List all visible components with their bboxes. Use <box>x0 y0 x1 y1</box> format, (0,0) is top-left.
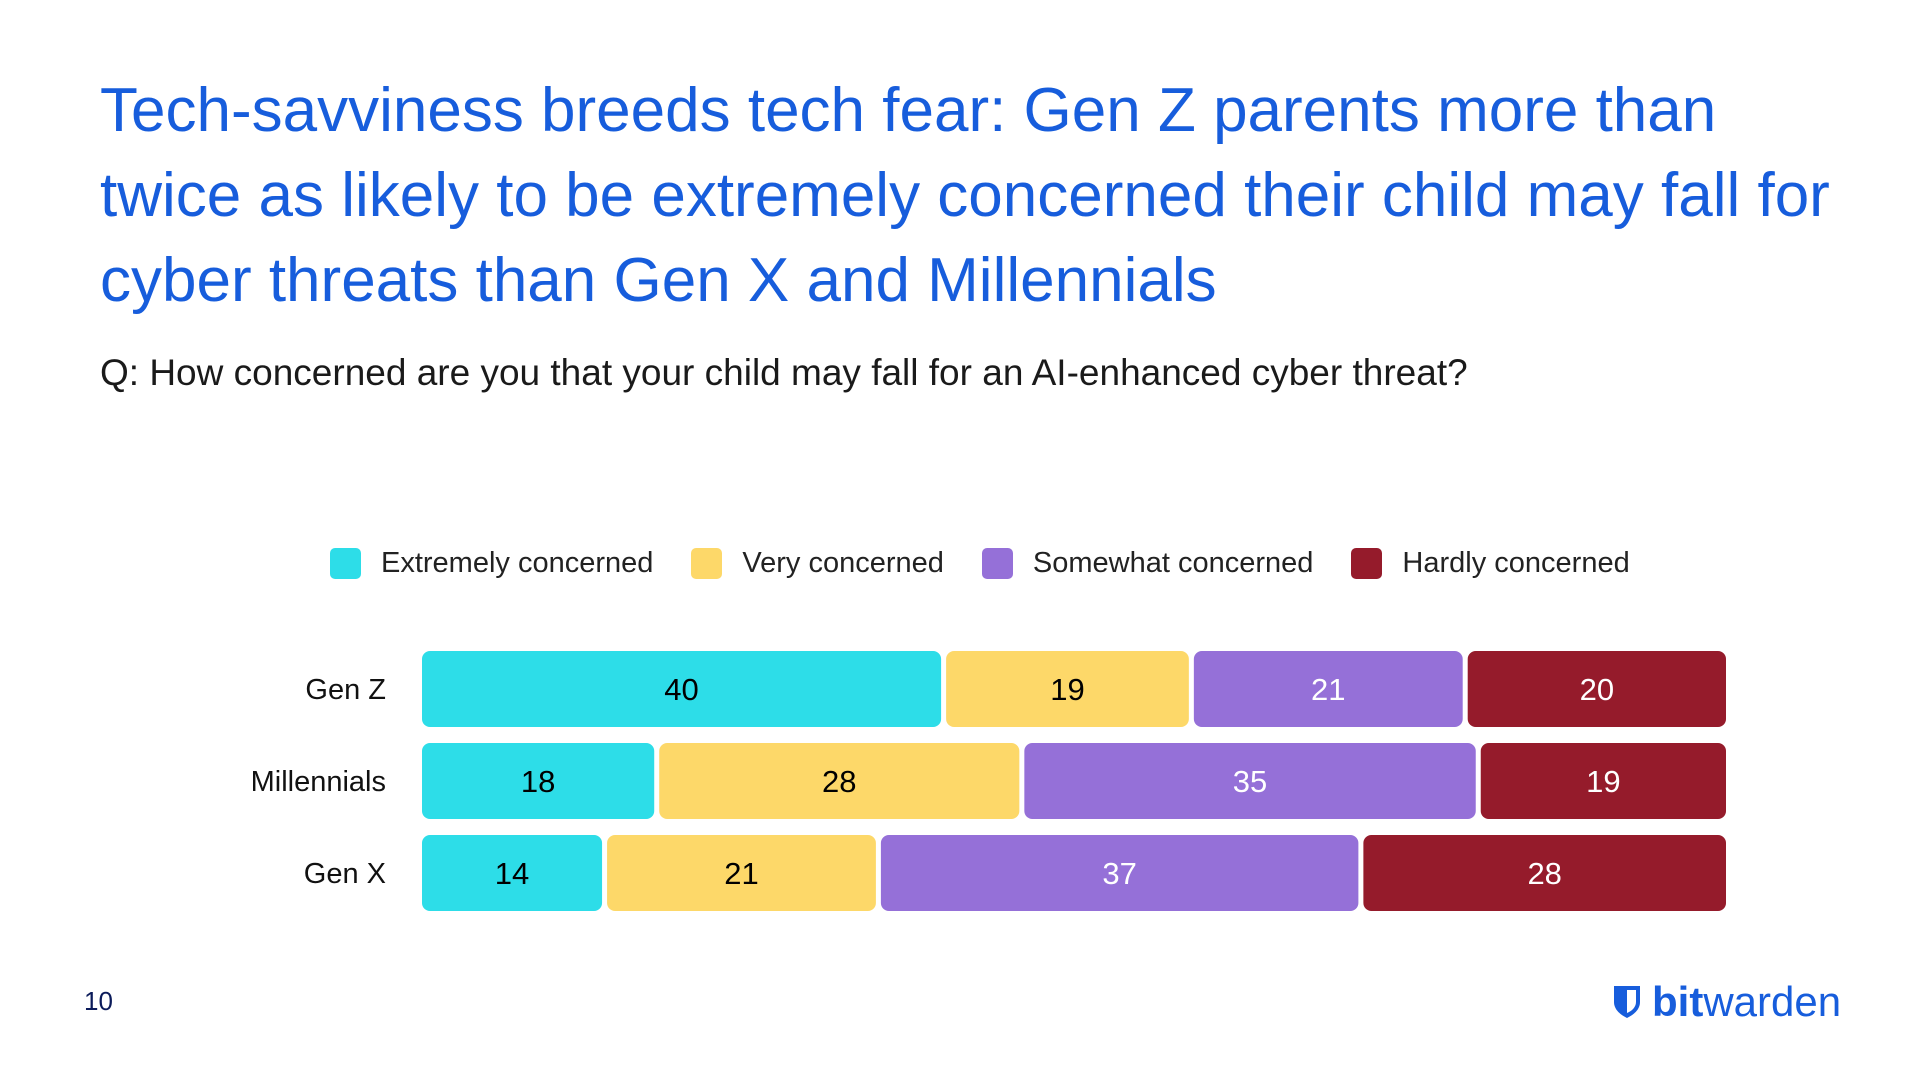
data-label: 19 <box>1586 764 1620 799</box>
logo-text-light: warden <box>1703 978 1842 1025</box>
bar-segment <box>1193 651 1463 727</box>
legend-swatch <box>1351 547 1383 579</box>
legend-swatch <box>691 547 723 579</box>
page-title: Tech-savviness breeds tech fear: Gen Z p… <box>100 76 1830 315</box>
legend-label: Hardly concerned <box>1402 546 1630 579</box>
legend-label: Somewhat concerned <box>1032 546 1314 579</box>
data-label: 18 <box>521 764 555 799</box>
bar-segment <box>659 743 1020 819</box>
data-label: 20 <box>1580 672 1614 707</box>
bitwarden-logo: bit warden <box>1612 978 1841 1026</box>
data-label: 37 <box>1102 856 1136 891</box>
category-label: Millennials <box>251 766 386 798</box>
data-label: 28 <box>822 764 856 799</box>
bar-segment <box>422 743 655 819</box>
logo-text-bold: bit <box>1652 978 1704 1025</box>
legend-item: Hardly concerned <box>1351 546 1630 580</box>
survey-question: Q: How concerned are you that your child… <box>100 352 1468 393</box>
legend-label: Very concerned <box>742 546 944 579</box>
chart-legend: Extremely concerned Very concerned Somewha… <box>330 544 1668 582</box>
legend-item: Extremely concerned <box>330 547 653 580</box>
data-label: 40 <box>664 672 698 707</box>
category-label: Gen X <box>304 858 386 890</box>
legend-swatch <box>981 547 1013 579</box>
data-label: 14 <box>495 856 529 891</box>
bar-segment <box>607 835 876 911</box>
legend-item: Very concerned <box>691 547 944 580</box>
data-label: 35 <box>1233 764 1267 799</box>
data-label: 28 <box>1527 856 1561 891</box>
bar-segment <box>946 651 1189 727</box>
bar-segment <box>422 651 942 727</box>
legend-swatch <box>330 547 361 579</box>
bar-segment <box>880 835 1359 911</box>
shield-icon <box>1614 986 1640 1018</box>
data-label: 19 <box>1050 672 1084 707</box>
bar-segment <box>1024 743 1476 819</box>
bar-segment <box>1480 743 1726 819</box>
bar-segment <box>1467 651 1726 727</box>
legend-label: Extremely concerned <box>381 546 654 579</box>
legend-item: Somewhat concerned <box>981 546 1314 580</box>
bar-segment <box>1363 835 1726 911</box>
data-label: 21 <box>1311 672 1345 707</box>
page-number: 10 <box>84 986 113 1016</box>
bar-segment <box>422 835 603 911</box>
category-label: Gen Z <box>305 674 386 706</box>
data-label: 21 <box>724 856 758 891</box>
